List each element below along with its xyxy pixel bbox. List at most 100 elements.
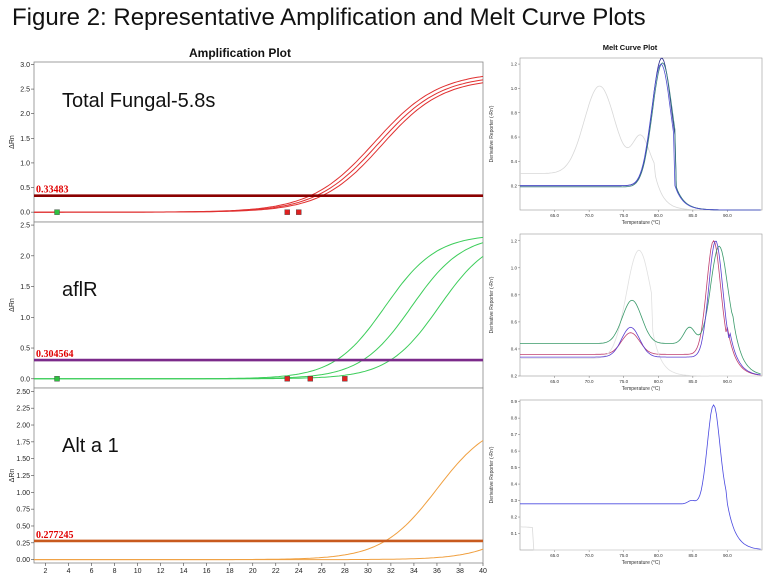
panel-label: Total Fungal-5.8s: [62, 90, 215, 112]
y-axis-label: Derivative Reporter (-Rn'): [489, 446, 495, 503]
x-tick-label: 12: [157, 568, 165, 575]
x-tick-label: 75.0: [619, 553, 628, 558]
x-tick-label: 8: [113, 568, 117, 575]
y-tick-label: 1.0: [511, 265, 518, 270]
y-tick-label: 2.25: [16, 406, 30, 413]
threshold-value-label: 0.33483: [36, 185, 69, 196]
y-tick-label: 2.0: [20, 253, 30, 260]
x-axis-label: Temperature (°C): [622, 560, 661, 566]
panel-frame: [519, 233, 763, 377]
baseline-marker: [54, 376, 60, 382]
melt-panels: 1.2 1.0 0.8 0.6 0.4 0.2 Derivative Reporter (-…: [489, 57, 763, 566]
x-tick-label: 75.0: [619, 379, 628, 384]
y-tick-label: 0.8: [511, 292, 518, 297]
x-tick-label: 75.0: [619, 213, 628, 218]
x-tick-label: 80.0: [654, 213, 663, 218]
y-tick-label: 0.4: [511, 347, 518, 352]
amplification-panel: 3.0 2.5 2.0 1.5 1.0 0.5 0.0 ΔRn 0.33483 Total Fun…: [9, 61, 484, 223]
baseline-marker: [342, 376, 348, 382]
x-tick-label: 20: [249, 568, 257, 575]
amplification-curve: [34, 82, 484, 213]
x-tick-label: 85.0: [688, 379, 697, 384]
x-tick-label: 6: [90, 568, 94, 575]
x-tick-label: 70.0: [585, 379, 594, 384]
melt-curve: [520, 240, 761, 376]
y-tick-label: 1.00: [16, 490, 30, 497]
x-tick-label: 90.0: [723, 379, 732, 384]
x-tick-label: 32: [387, 568, 395, 575]
y-tick-label: 3.0: [20, 62, 30, 69]
y-tick-label: 1.50: [16, 456, 30, 463]
y-tick-label: 0.9: [511, 399, 518, 404]
y-tick-label: 1.5: [20, 136, 30, 143]
y-tick-label: 0.25: [16, 540, 30, 547]
y-tick-label: 0.2: [511, 183, 518, 188]
melt-curve: [520, 245, 761, 375]
amplification-curve: [34, 256, 484, 380]
panel-frame: [519, 57, 763, 211]
y-tick-label: 0.00: [16, 557, 30, 564]
threshold-value-label: 0.304564: [36, 349, 74, 360]
panel-frame: [519, 399, 763, 551]
x-tick-label: 85.0: [688, 213, 697, 218]
x-tick-label: 90.0: [723, 213, 732, 218]
y-tick-label: 0.2: [511, 374, 518, 379]
y-axis-label: ΔRn: [9, 298, 16, 312]
x-tick-label: 90.0: [723, 553, 732, 558]
y-axis-label: Derivative Reporter (-Rn'): [489, 276, 495, 333]
y-tick-label: 0.50: [16, 523, 30, 530]
y-tick-label: 0.75: [16, 507, 30, 514]
threshold-value-label: 0.277245: [36, 530, 74, 541]
y-tick-label: 0.8: [511, 110, 518, 115]
x-tick-label: 65.0: [550, 379, 559, 384]
melt-curve: [520, 249, 761, 377]
y-tick-label: 0.3: [511, 498, 518, 503]
melt-curve: [520, 240, 761, 376]
y-tick-label: 0.5: [20, 346, 30, 353]
x-tick-label: 65.0: [550, 213, 559, 218]
figure-title: Figure 2: Representative Amplification a…: [12, 4, 646, 31]
x-tick-label: 16: [203, 568, 211, 575]
amplification-panel: 2.5 2.0 1.5 1.0 0.5 0.0 ΔRn 0.304564 aflR: [9, 221, 484, 389]
amplification-panels: 3.0 2.5 2.0 1.5 1.0 0.5 0.0 ΔRn 0.33483 Total Fun…: [9, 61, 484, 564]
y-tick-label: 1.75: [16, 439, 30, 446]
y-tick-label: 0.6: [511, 135, 518, 140]
x-tick-label: 36: [433, 568, 441, 575]
x-tick-label: 70.0: [585, 213, 594, 218]
x-tick-label: 14: [180, 568, 188, 575]
y-tick-label: 0.2: [511, 515, 518, 520]
melt-panel: 1.2 1.0 0.8 0.6 0.4 0.2 Derivative Reporter (-…: [489, 57, 763, 226]
x-tick-label: 18: [226, 568, 234, 575]
x-axis-label: Temperature (°C): [622, 220, 661, 226]
y-tick-label: 0.4: [511, 159, 518, 164]
y-tick-label: 2.50: [16, 389, 30, 396]
melt-curve: [520, 526, 761, 551]
x-tick-label: 80.0: [654, 379, 663, 384]
x-tick-label: 10: [134, 568, 142, 575]
y-tick-label: 1.0: [20, 160, 30, 167]
y-tick-label: 1.2: [511, 238, 518, 243]
x-axis-label: Temperature (°C): [622, 386, 661, 392]
melt-curve: [520, 63, 761, 211]
y-tick-label: 1.0: [511, 86, 518, 91]
amplification-curve: [34, 548, 484, 561]
x-tick-label: 70.0: [585, 553, 594, 558]
panel-frame: [33, 387, 484, 564]
amplification-plot-title: Amplification Plot: [189, 46, 291, 60]
x-tick-label: 40: [479, 568, 487, 575]
panel-frame: [33, 221, 484, 389]
y-tick-label: 1.0: [20, 315, 30, 322]
x-tick-label: 24: [295, 568, 303, 575]
y-tick-label: 0.6: [511, 449, 518, 454]
melt-panel: 0.9 0.8 0.7 0.6 0.5 0.4 0.3 0.2 0.1 Derivative Re…: [489, 399, 763, 566]
x-tick-label: 22: [272, 568, 280, 575]
y-axis-label: Derivative Reporter (-Rn'): [489, 105, 495, 162]
melt-curve: [520, 404, 761, 550]
y-tick-label: 2.5: [20, 223, 30, 230]
y-tick-label: 1.25: [16, 473, 30, 480]
y-tick-label: 2.00: [16, 423, 30, 430]
panel-frame: [33, 61, 484, 223]
y-tick-label: 0.5: [20, 185, 30, 192]
x-tick-label: 65.0: [550, 553, 559, 558]
x-tick-label: 85.0: [688, 553, 697, 558]
